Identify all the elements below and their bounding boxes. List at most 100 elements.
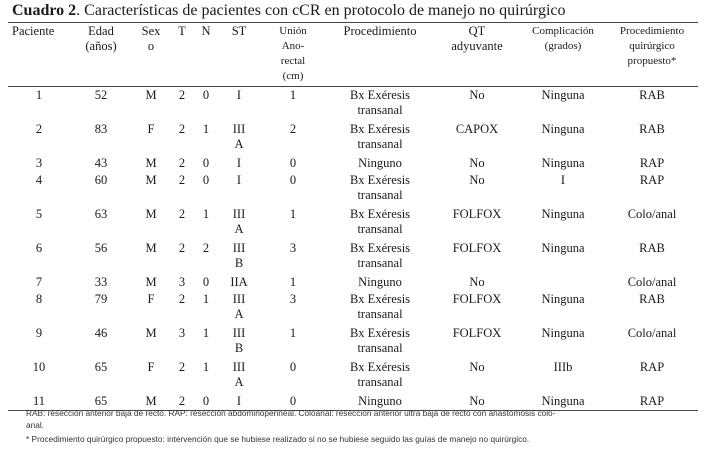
table-row: 8 79 F 2 1 III A 3 Bx Exéresis transanal FOLFOX N… <box>8 291 698 325</box>
table-row: 5 63 M 2 1 III A 1 Bx Exéresis transanal FOLFOX N… <box>8 206 698 240</box>
cell-t: 2 <box>178 156 186 170</box>
cell-n: 1 <box>202 292 210 306</box>
header-procedimiento: Procedimiento <box>343 24 417 38</box>
cell-n: 0 <box>202 156 210 170</box>
cell-paciente: 9 <box>35 326 43 340</box>
cell-st: I <box>236 156 242 170</box>
cell-procedimiento: Bx Exéresis transanal <box>349 326 411 355</box>
cell-t: 2 <box>178 207 186 221</box>
cell-sexo: M <box>145 275 157 289</box>
cell-t: 3 <box>178 275 186 289</box>
cell-union: 1 <box>289 326 297 340</box>
cell-n: 1 <box>202 122 210 136</box>
cell-n: 1 <box>202 326 210 340</box>
cell-sexo: M <box>145 326 157 340</box>
cell-n: 1 <box>202 360 210 374</box>
caption-text: . Características de pacientes con cCR e… <box>76 2 566 19</box>
cell-complicacion <box>520 274 606 291</box>
cell-sexo: M <box>145 156 157 170</box>
cell-t: 3 <box>178 326 186 340</box>
cell-edad: 46 <box>94 326 108 340</box>
header-edad: Edad (años) <box>85 24 117 53</box>
cell-edad: 52 <box>94 88 108 102</box>
cell-edad: 33 <box>94 275 108 289</box>
cell-t: 2 <box>178 292 186 306</box>
cell-propuesto: RAB <box>639 292 665 306</box>
header-complicacion: Complicación (grados) <box>532 25 594 52</box>
cell-n: 0 <box>202 88 210 102</box>
cell-paciente: 7 <box>35 275 43 289</box>
cell-procedimiento: Bx Exéresis transanal <box>349 122 411 151</box>
cell-edad: 65 <box>94 360 108 374</box>
cell-edad: 56 <box>94 241 108 255</box>
cell-procedimiento: Bx Exéresis transanal <box>349 241 411 270</box>
footnote-abbreviations: RAB: resección anterior baja de recto. R… <box>26 408 556 430</box>
table-row: 1 52 M 2 0 I 1 Bx Exéresis transanal No Ninguna RA… <box>8 87 698 122</box>
cell-st: III A <box>232 292 246 321</box>
cell-complicacion: IIIb <box>553 360 573 374</box>
caption-label: Cuadro 2 <box>12 2 77 19</box>
cell-st: I <box>236 173 242 187</box>
cell-union: 1 <box>289 207 297 221</box>
cell-propuesto: RAB <box>639 88 665 102</box>
table-row: 4 60 M 2 0 I 0 Bx Exéresis transanal No I RAP <box>8 172 698 206</box>
cell-st: III A <box>232 360 246 389</box>
cell-propuesto: Colo/anal <box>627 207 677 221</box>
cell-union: 0 <box>289 360 297 374</box>
patients-table: Paciente Edad (años) Sex o T N ST Unión … <box>8 22 698 411</box>
cell-sexo: F <box>147 122 155 136</box>
cell-procedimiento: Bx Exéresis transanal <box>349 292 411 321</box>
cell-procedimiento: Bx Exéresis transanal <box>349 173 411 202</box>
cell-st: I <box>236 394 242 408</box>
cell-propuesto: RAB <box>639 122 665 136</box>
cell-paciente: 3 <box>35 156 43 170</box>
cell-procedimiento: Ninguno <box>358 394 402 408</box>
table-row: 9 46 M 3 1 III B 1 Bx Exéresis transanal FOLFOX N… <box>8 325 698 359</box>
footnote-asterisk: * Procedimiento quirúrgico propuesto: in… <box>26 434 530 444</box>
header-sexo: Sex o <box>141 24 161 53</box>
cell-t: 2 <box>178 88 186 102</box>
cell-complicacion: Ninguna <box>541 326 585 340</box>
cell-propuesto: RAP <box>639 394 665 408</box>
cell-st: III A <box>232 122 246 151</box>
cell-n: 0 <box>202 275 210 289</box>
table-row: 3 43 M 2 0 I 0 Ninguno No Ninguna RAP <box>8 155 698 172</box>
cell-complicacion: Ninguna <box>541 394 585 408</box>
cell-paciente: 6 <box>35 241 43 255</box>
cell-qt: No <box>469 275 485 289</box>
cell-propuesto: Colo/anal <box>627 326 677 340</box>
cell-union: 2 <box>289 122 297 136</box>
cell-union: 1 <box>289 275 297 289</box>
header-st: ST <box>231 24 247 38</box>
cell-sexo: F <box>147 292 155 306</box>
cell-st: III B <box>232 326 246 355</box>
cell-union: 0 <box>289 156 297 170</box>
table-header-row: Paciente Edad (años) Sex o T N ST Unión … <box>8 22 698 87</box>
header-n: N <box>201 24 211 38</box>
cell-qt: FOLFOX <box>452 241 502 255</box>
table-row: 11 65 M 2 0 I 0 Ninguno No Ninguna RAP <box>8 393 698 411</box>
header-paciente: Paciente <box>12 24 55 38</box>
cell-qt: No <box>469 156 485 170</box>
cell-sexo: M <box>145 241 157 255</box>
cell-st: III A <box>232 207 246 236</box>
cell-st: III B <box>232 241 246 270</box>
table-row: 6 56 M 2 2 III B 3 Bx Exéresis transanal FOLFOX N… <box>8 240 698 274</box>
cell-union: 1 <box>289 88 297 102</box>
cell-complicacion: Ninguna <box>541 156 585 170</box>
cell-paciente: 2 <box>35 122 43 136</box>
cell-procedimiento: Bx Exéresis transanal <box>349 88 411 117</box>
cell-t: 2 <box>178 122 186 136</box>
cell-propuesto: RAP <box>639 360 665 374</box>
cell-edad: 63 <box>94 207 108 221</box>
cell-paciente: 1 <box>35 88 43 102</box>
cell-procedimiento: Bx Exéresis transanal <box>349 360 411 389</box>
cell-n: 2 <box>202 241 210 255</box>
cell-qt: No <box>469 360 485 374</box>
cell-paciente: 10 <box>32 360 46 374</box>
cell-union: 0 <box>289 173 297 187</box>
cell-complicacion: Ninguna <box>541 88 585 102</box>
cell-sexo: M <box>145 173 157 187</box>
cell-union: 0 <box>289 394 297 408</box>
table-row: 7 33 M 3 0 IIA 1 Ninguno No Colo/anal <box>8 274 698 291</box>
